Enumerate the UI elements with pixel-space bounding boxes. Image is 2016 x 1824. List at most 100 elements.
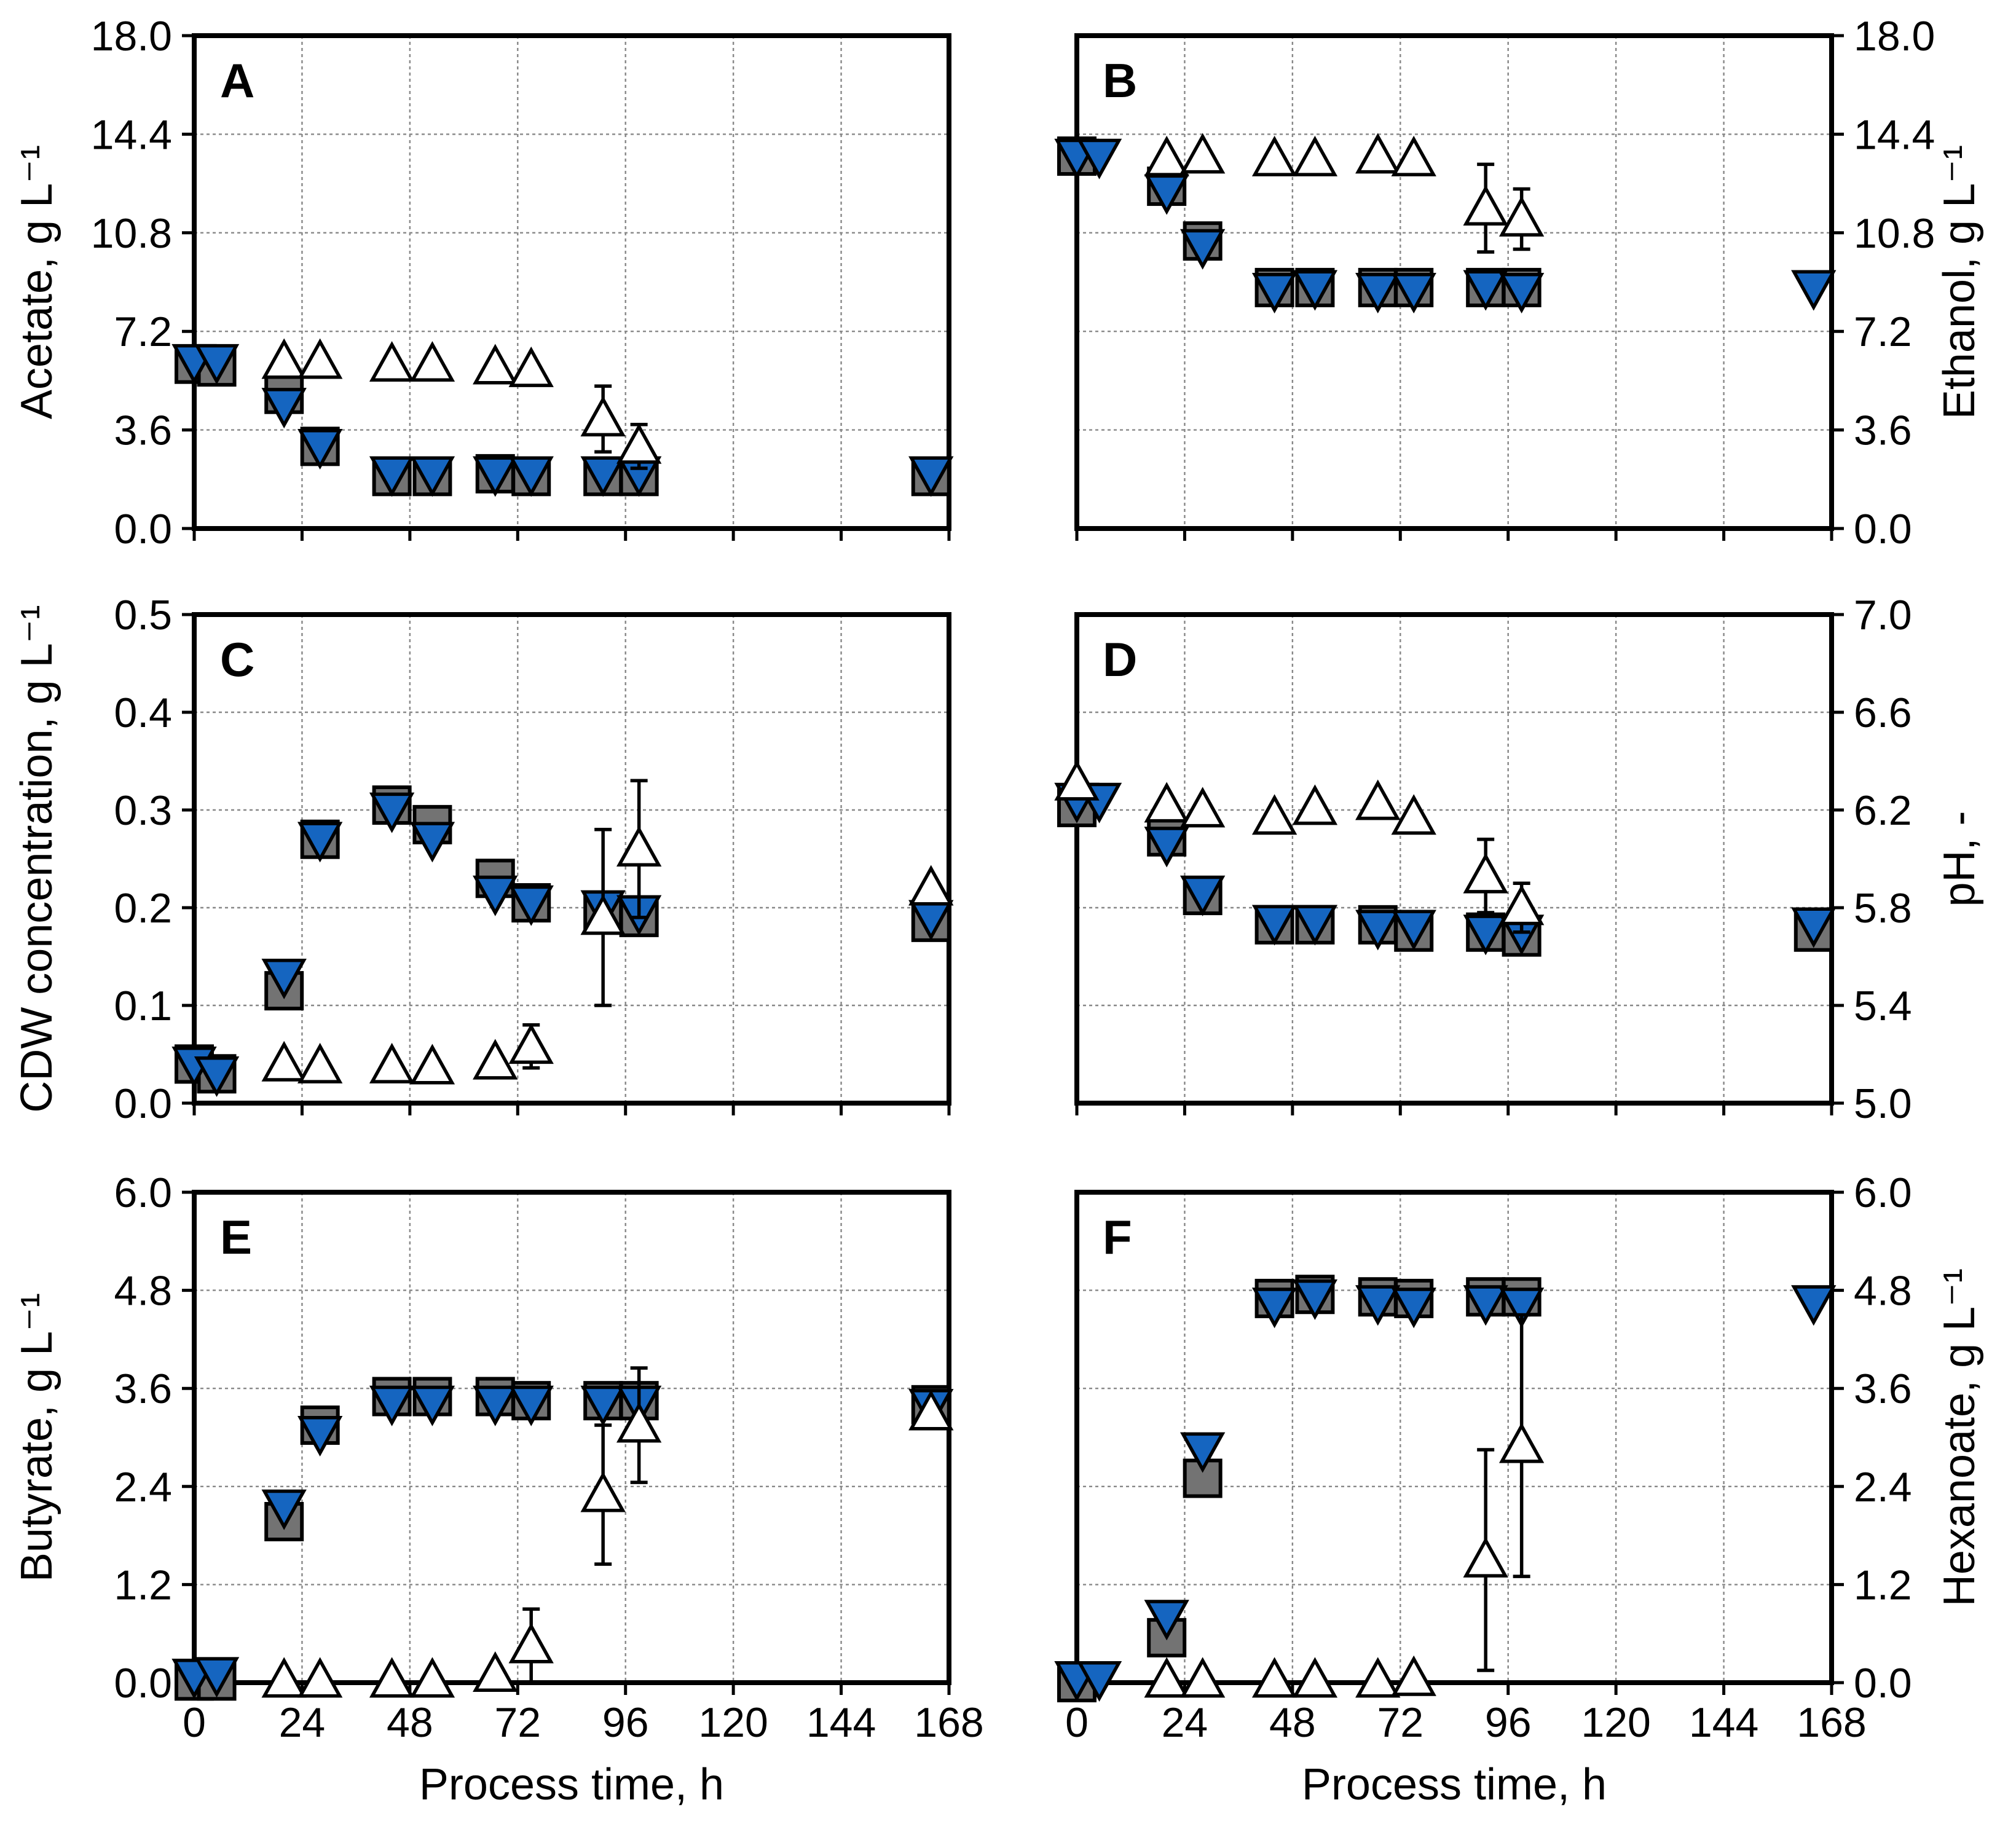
y-tick-label: 3.6 [1854,407,1912,454]
y-tick-label: 6.2 [1854,787,1912,834]
y-tick-label: 4.8 [114,1268,172,1315]
y-tick-label: 5.0 [1854,1080,1912,1127]
y-tick-label: 5.8 [1854,885,1912,932]
data-point-triangle-up [1498,1422,1545,1463]
series-triangle-down-blue [171,1385,954,1700]
panel-B: 0.0 3.6 7.2 10.8 14.4 18.0 B Ethanol, g L⁻¹ [1054,13,1984,552]
y-tick-label: 1.2 [1854,1562,1912,1608]
data-point-triangle-up [908,1390,954,1431]
data-point-triangle-down [194,1657,240,1698]
data-point-triangle-up [508,346,554,387]
y-axis-label: Acetate, g L⁻¹ [12,145,61,419]
data-point-triangle-down [1355,910,1401,951]
data-point-triangle-down [1463,270,1508,311]
data-point-triangle-up [1179,1657,1226,1698]
data-point-triangle-down [1355,1285,1401,1326]
panel-letter: B [1103,53,1137,108]
data-point-triangle-down [369,1385,415,1426]
y-tick-label: 14.4 [1854,111,1935,158]
data-point-triangle-up [1144,1657,1189,1698]
x-tick-label: 24 [1162,1699,1208,1746]
y-axis-label: Ethanol, g L⁻¹ [1935,145,1984,419]
data-point-triangle-down [1251,905,1297,946]
y-tick-label: 3.6 [1854,1366,1912,1412]
data-point-triangle-down [1144,827,1189,868]
data-point-triangle-down [1076,138,1122,179]
x-tick-label: 96 [602,1699,649,1746]
series-triangle-down-blue [171,792,954,1097]
y-tick-label: 0.2 [114,885,172,932]
data-point-triangle-up [1355,779,1401,820]
x-axis-label: Process time, h [1302,1760,1607,1809]
panel-letter: E [220,1210,252,1264]
plot-frame [192,33,951,531]
data-point-triangle-up [1463,1536,1508,1578]
y-tick-label: 3.6 [114,1366,172,1412]
plot-frame [1074,612,1834,1106]
data-point-triangle-up [1144,135,1189,176]
data-point-triangle-down [1292,270,1338,311]
y-tick-label: 3.6 [114,407,172,454]
y-tick-label: 7.0 [1854,592,1912,639]
y-tick-label: 0.3 [114,787,172,834]
y-tick-label: 14.4 [91,111,172,158]
y-tick-label: 6.0 [114,1169,172,1216]
y-tick-label: 7.2 [114,309,172,355]
series-square-gray [175,785,951,1094]
data-point-triangle-up [297,1657,343,1698]
y-tick-label: 0.5 [114,592,172,639]
data-point-triangle-down [1391,1287,1436,1329]
data-point-triangle-up [369,1657,415,1698]
data-point-triangle-down [261,388,307,429]
panel-letter: A [220,53,254,108]
data-point-triangle-down [1355,273,1401,314]
data-point-triangle-down [580,1385,626,1426]
y-tick-label: 10.8 [91,210,172,257]
y-tick-label: 2.4 [114,1464,172,1511]
data-point-triangle-up [1498,884,1545,926]
data-point-triangle-up [1179,787,1226,828]
data-point-triangle-down [1791,907,1837,948]
y-axis-label: Hexanoate, g L⁻¹ [1935,1268,1984,1606]
y-tick-label: 1.2 [114,1562,172,1608]
y-tick-label: 18.0 [91,13,172,60]
data-point-triangle-up [1391,794,1436,835]
x-tick-label: 96 [1485,1699,1532,1746]
x-tick-label: 120 [1581,1699,1650,1746]
y-axis-label: pH, - [1935,811,1984,906]
data-point-triangle-up [409,1657,455,1698]
data-point-triangle-down [409,822,455,863]
data-point-triangle-up [409,1044,455,1085]
x-tick-label: 0 [1065,1699,1089,1746]
x-tick-label: 144 [1689,1699,1758,1746]
data-point-triangle-up [616,825,662,867]
panel-D: 5.0 5.4 5.8 6.2 6.6 7.0 DpH, - [1054,592,1984,1127]
data-point-triangle-down [1292,1279,1338,1320]
y-axis-label: CDW concentration, g L⁻¹ [12,605,61,1112]
data-point-triangle-down [473,1385,518,1426]
series-square-gray [175,1377,951,1701]
data-point-triangle-down [1791,1285,1837,1326]
y-tick-label: 2.4 [1854,1464,1912,1511]
y-tick-label: 18.0 [1854,13,1935,60]
data-point-triangle-up [580,396,626,437]
data-point-triangle-up [473,1039,518,1080]
plot-frame [1074,1190,1834,1685]
data-point-triangle-up [580,1471,626,1512]
data-point-triangle-down [1391,273,1436,314]
data-point-triangle-up [1292,784,1338,825]
x-tick-label: 48 [1269,1699,1316,1746]
data-point-triangle-up [369,1042,415,1083]
series-triangle-up-open [261,1366,954,1698]
y-tick-label: 0.0 [1854,1660,1912,1707]
data-point-triangle-up [1498,195,1545,237]
data-point-triangle-up [1144,782,1189,823]
data-point-triangle-down [261,1489,307,1530]
data-point-triangle-up [1292,1657,1338,1698]
data-point-triangle-down [1498,1287,1545,1329]
y-tick-label: 0.0 [114,1660,172,1707]
data-point-triangle-up [1463,852,1508,894]
data-point-triangle-up [297,1042,343,1083]
panel-C: 0.0 0.1 0.2 0.3 0.4 0.5 C CDW concentration, g … [12,592,954,1127]
